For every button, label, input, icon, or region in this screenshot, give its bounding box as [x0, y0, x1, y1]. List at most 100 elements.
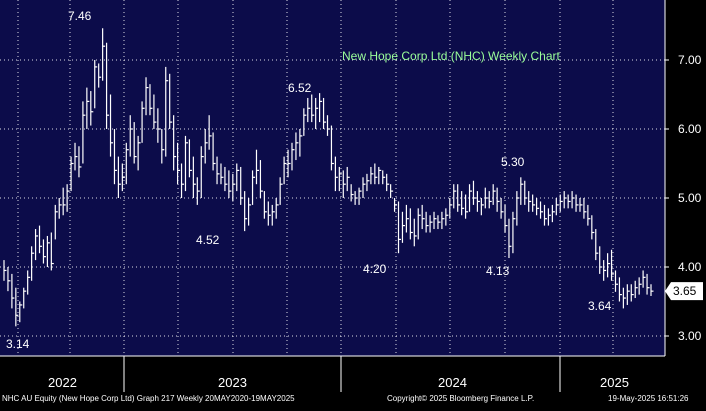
ohlc-bar	[401, 211, 405, 243]
ohlc-bar	[504, 204, 508, 233]
ohlc-bar	[125, 142, 129, 185]
ohlc-bar	[551, 204, 555, 223]
ohlc-bar	[90, 91, 94, 126]
ohlc-bar	[457, 184, 461, 212]
ohlc-bar	[275, 198, 279, 219]
ohlc-bar	[543, 204, 547, 226]
annotation-label: 4.13	[486, 264, 510, 278]
ohlc-bar	[500, 198, 504, 219]
ohlc-bar	[157, 108, 161, 143]
ohlc-bar	[358, 187, 362, 205]
ohlc-bar	[386, 173, 390, 192]
ohlc-bar	[539, 201, 544, 219]
annotation-label: 4:20	[363, 262, 387, 276]
ohlc-bar	[445, 208, 449, 226]
ohlc-bar	[425, 211, 429, 233]
ohlc-bar	[192, 156, 196, 198]
ohlc-bar	[603, 260, 607, 281]
ohlc-bar	[31, 246, 35, 281]
ohlc-bar	[342, 170, 346, 198]
y-tick-label: 7.00	[678, 53, 702, 67]
ohlc-bar	[421, 204, 425, 230]
ohlc-bar	[508, 218, 512, 259]
ohlc-bar	[117, 156, 121, 198]
ohlc-bar	[599, 246, 603, 274]
ohlc-bar	[326, 115, 330, 136]
plot-area	[0, 0, 665, 356]
x-period-label: 2023	[218, 375, 247, 390]
ohlc-bar	[476, 191, 480, 212]
ohlc-bar	[86, 87, 90, 129]
ohlc-bar	[247, 198, 252, 226]
ohlc-bar	[488, 191, 492, 209]
ohlc-bar	[350, 184, 354, 202]
ohlc-bar	[453, 184, 457, 209]
footer-security-info: NHC AU Equity (New Hope Corp Ltd) Graph …	[2, 394, 295, 403]
ohlc-bar	[295, 132, 299, 161]
ohlc-bar	[232, 173, 236, 202]
ohlc-bar	[334, 156, 338, 192]
ohlc-bar	[50, 232, 54, 271]
ohlc-bar	[528, 191, 532, 212]
ohlc-bar	[34, 229, 39, 261]
ohlc-bar	[299, 129, 303, 157]
ohlc-bar	[251, 170, 256, 205]
ohlc-bar	[547, 208, 551, 226]
ohlc-bar	[141, 101, 145, 143]
ohlc-bar	[591, 215, 595, 240]
footer-timestamp: 19-May-2025 16:51:26	[608, 394, 689, 403]
ohlc-bar	[634, 280, 638, 299]
ohlc-bar	[113, 129, 117, 185]
ohlc-bar	[429, 215, 433, 233]
grid-lines	[0, 0, 665, 356]
ohlc-bar	[240, 166, 244, 205]
ohlc-bar	[82, 101, 86, 164]
ohlc-bar	[567, 194, 571, 209]
ohlc-bar	[58, 198, 62, 219]
ohlc-bar	[583, 198, 587, 219]
annotation-label: 3.14	[6, 337, 30, 351]
y-tick-label: 3.00	[678, 329, 702, 343]
ohlc-bar	[11, 273, 15, 309]
chart-title: New Hope Corp Ltd (NHC) Weekly Chart	[342, 49, 561, 63]
ohlc-bar	[516, 191, 520, 226]
annotation-label: 7.46	[68, 9, 92, 23]
ohlc-bar	[559, 194, 563, 212]
ohlc-bar	[23, 287, 27, 309]
x-period-label: 2025	[600, 375, 629, 390]
ohlc-bar	[283, 156, 287, 185]
ohlc-bar	[98, 63, 102, 88]
ohlc-bar	[378, 166, 382, 185]
ohlc-bar	[512, 211, 516, 254]
ohlc-bar	[524, 180, 528, 205]
ohlc-bar	[244, 191, 248, 232]
ohlc-bar	[287, 149, 291, 178]
ohlc-bar	[15, 287, 19, 327]
ohlc-bar	[338, 166, 342, 192]
ohlc-bar	[614, 270, 618, 292]
ohlc-bar	[66, 184, 70, 212]
ohlc-bar	[145, 77, 149, 116]
ohlc-bar	[212, 132, 216, 171]
ohlc-bar	[468, 184, 473, 212]
ohlc-bar	[263, 191, 267, 219]
annotation-label: 5.30	[501, 155, 525, 169]
ohlc-bar	[472, 180, 476, 205]
ohlc-bar	[579, 198, 583, 212]
ohlc-bar	[618, 277, 622, 302]
ohlc-bar	[216, 156, 220, 185]
ohlc-bar	[133, 122, 137, 164]
ohlc-bar	[520, 177, 524, 205]
annotation-label: 4.52	[196, 233, 220, 247]
ohlc-bar	[650, 284, 654, 296]
ohlc-bars	[3, 28, 654, 327]
ohlc-bar	[417, 208, 421, 240]
ohlc-bar	[362, 177, 366, 198]
ohlc-bar	[7, 267, 11, 292]
ohlc-bar	[271, 204, 275, 226]
ohlc-bar	[38, 225, 43, 254]
ohlc-bar	[42, 239, 46, 264]
ohlc-bar	[610, 249, 615, 281]
ohlc-bar	[441, 211, 445, 230]
ohlc-bar	[532, 194, 536, 212]
